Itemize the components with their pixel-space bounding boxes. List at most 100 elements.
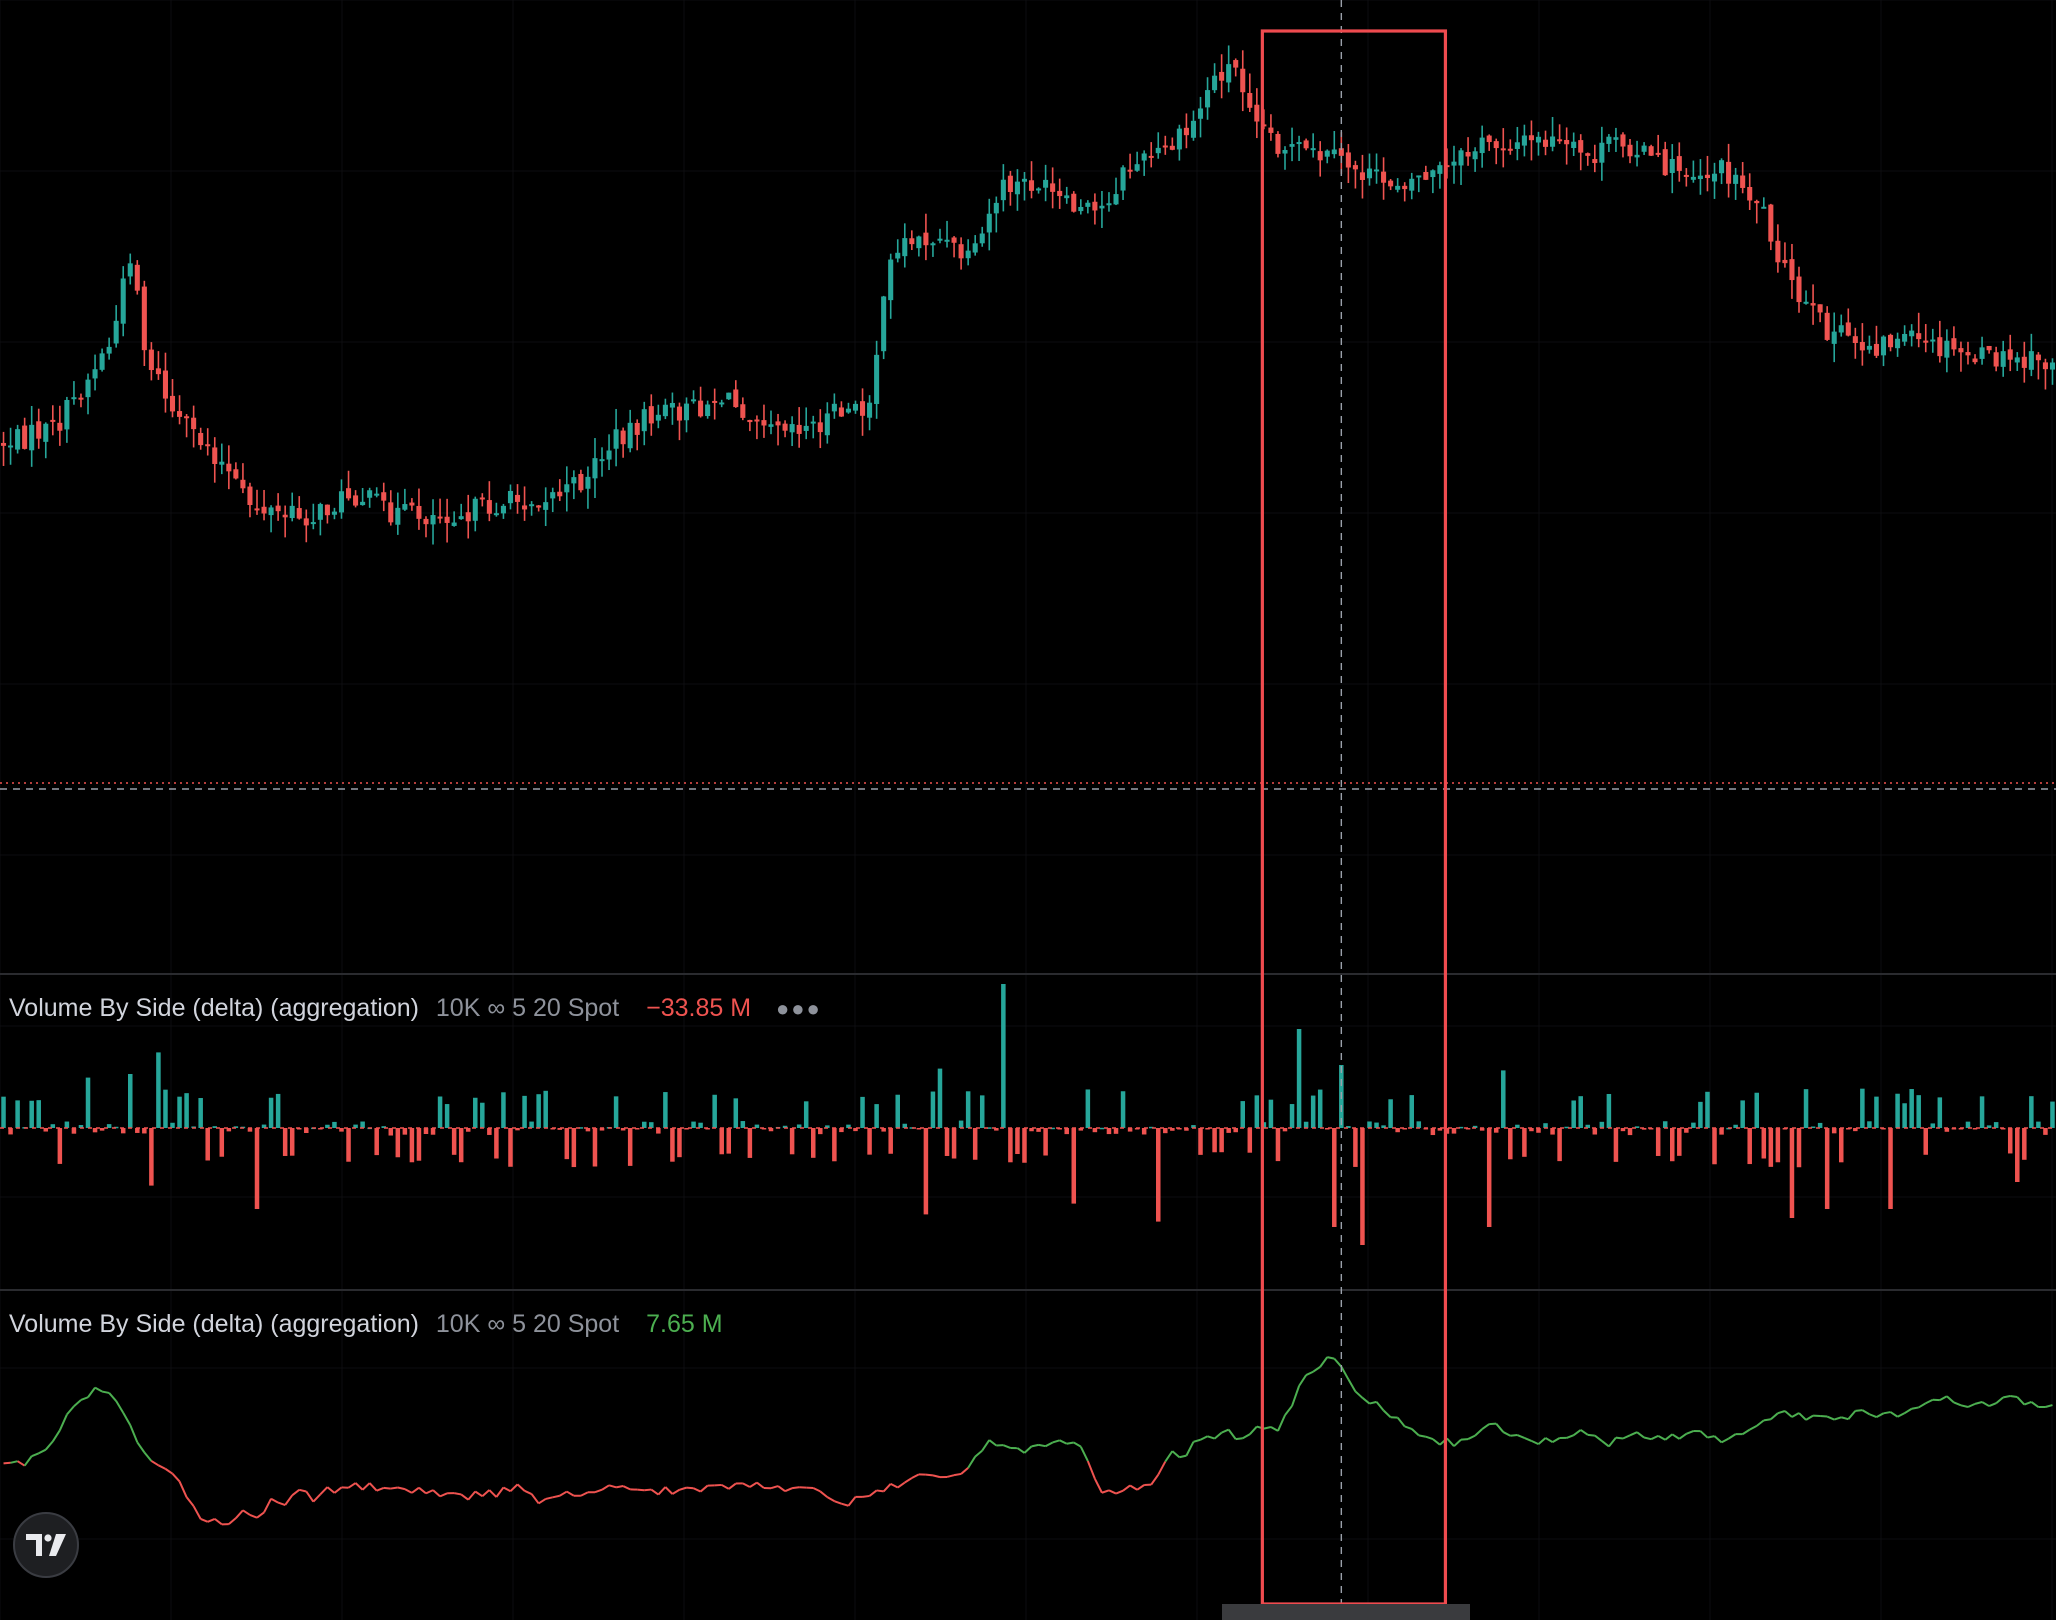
cumulative-segment: [1777, 1410, 1786, 1415]
tradingview-logo-icon[interactable]: [13, 1512, 79, 1578]
delta-bar: [1, 1096, 6, 1128]
candle: [1824, 312, 1830, 340]
delta-bar: [360, 1121, 365, 1128]
delta-bar: [451, 1128, 457, 1155]
cumulative-segment: [1798, 1412, 1807, 1421]
delta-histogram-legend[interactable]: Volume By Side (delta) (aggregation) 10K…: [9, 990, 822, 1026]
delta-bar: [2050, 1101, 2055, 1128]
delta-bar: [2015, 1128, 2020, 1182]
more-options-icon[interactable]: ●●●: [775, 996, 822, 1021]
cumulative-segment: [291, 1489, 300, 1497]
cumulative-segment: [185, 1496, 195, 1507]
delta-bar: [994, 1128, 999, 1131]
cumulative-segment: [1742, 1428, 1751, 1435]
cumulative-segment: [58, 1414, 68, 1431]
candle: [1754, 200, 1760, 204]
candle: [1043, 179, 1049, 188]
candle: [261, 506, 267, 514]
cumulative-segment: [1875, 1412, 1884, 1418]
cumulative-segment: [2023, 1400, 2032, 1406]
cumulative-segment: [1179, 1454, 1187, 1459]
cumulative-segment: [1495, 1423, 1505, 1433]
cumulative-delta-legend[interactable]: Volume By Side (delta) (aggregation) 10K…: [9, 1306, 723, 1342]
delta-bar: [1050, 1127, 1055, 1130]
cumulative-segment: [594, 1488, 603, 1494]
delta-bar: [1170, 1128, 1175, 1131]
candle: [1127, 169, 1133, 172]
cumulative-segment: [150, 1460, 159, 1467]
cumulative-segment: [1995, 1396, 2004, 1405]
delta-bar: [480, 1102, 485, 1128]
candle: [691, 399, 697, 402]
candle: [1585, 153, 1591, 156]
cumulative-segment: [530, 1493, 540, 1505]
delta-bar: [1923, 1128, 1928, 1155]
cumulative-segment: [1038, 1443, 1046, 1448]
delta-bar: [170, 1122, 175, 1128]
candle: [824, 413, 830, 436]
cumulative-segment: [1305, 1370, 1314, 1376]
candle: [874, 354, 880, 404]
cumulative-segment: [1897, 1412, 1906, 1418]
candle: [782, 423, 788, 431]
delta-bar: [754, 1124, 760, 1128]
candle: [951, 237, 957, 243]
candle: [1719, 160, 1725, 174]
cumulative-segment: [502, 1486, 511, 1493]
candle: [1226, 64, 1232, 83]
cumulative-segment: [495, 1486, 505, 1498]
candle: [705, 404, 711, 417]
time-scrollbar[interactable]: [1222, 1604, 1470, 1620]
cumulative-segment: [270, 1497, 279, 1504]
cumulative-segment: [1820, 1414, 1828, 1418]
cumulative-segment: [1086, 1460, 1096, 1480]
cumulative-segment: [1650, 1434, 1659, 1441]
delta-bar: [1113, 1128, 1119, 1134]
delta-bar: [881, 1128, 886, 1132]
delta-bar: [1029, 1128, 1034, 1132]
candle: [1402, 185, 1408, 190]
cumulative-segment: [1918, 1402, 1927, 1409]
candle: [599, 459, 605, 462]
cumulative-segment: [87, 1387, 96, 1398]
candle: [1099, 205, 1105, 209]
cumulative-segment: [2045, 1404, 2053, 1408]
cumulative-segment: [897, 1481, 906, 1489]
delta-bar: [1353, 1128, 1358, 1167]
candle: [669, 402, 675, 408]
candle: [1838, 325, 1844, 333]
cumulative-segment: [566, 1490, 575, 1497]
candle: [1880, 336, 1887, 356]
candle: [1000, 179, 1006, 201]
cumulative-segment: [1524, 1437, 1532, 1442]
candle: [198, 432, 204, 446]
delta-bar: [1381, 1125, 1386, 1128]
delta-bar: [1071, 1128, 1077, 1204]
cumulative-segment: [819, 1490, 828, 1498]
indicator-params: 10K ∞ 5 20 Spot: [435, 994, 620, 1022]
candle: [1634, 154, 1640, 158]
cumulative-segment: [1129, 1484, 1138, 1491]
cumulative-segment: [1277, 1414, 1286, 1432]
delta-bar: [747, 1128, 753, 1158]
delta-bar: [1634, 1126, 1640, 1128]
candle: [1613, 137, 1619, 140]
cumulative-segment: [1396, 1416, 1406, 1428]
candle: [571, 477, 577, 484]
delta-bar: [987, 1127, 992, 1129]
delta-bar: [1550, 1128, 1555, 1135]
delta-bar: [184, 1093, 189, 1128]
candle: [1409, 178, 1415, 191]
cumulative-segment: [1031, 1443, 1039, 1448]
candle: [1183, 127, 1189, 136]
cumulative-segment: [1699, 1430, 1709, 1439]
cumulative-segment: [1213, 1431, 1223, 1440]
candle: [22, 425, 28, 449]
cumulative-segment: [326, 1486, 336, 1494]
candle: [1711, 173, 1718, 182]
delta-bar: [1775, 1128, 1781, 1163]
delta-bar: [15, 1100, 20, 1128]
candle: [817, 422, 823, 433]
